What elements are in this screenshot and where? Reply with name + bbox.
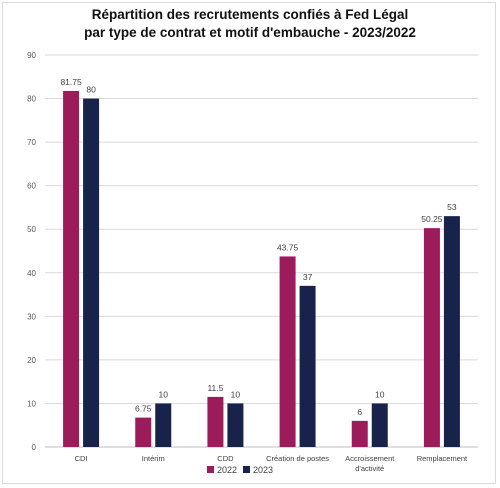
bar-2023 <box>299 285 316 447</box>
legend-label: 2022 <box>217 465 237 475</box>
legend-swatch-2022 <box>207 466 214 473</box>
x-tick-label: Accroissement <box>345 454 395 463</box>
bar-2023 <box>155 403 172 447</box>
x-tick-label: d'activité <box>355 464 384 473</box>
bar-2022 <box>207 396 224 447</box>
data-label: 37 <box>303 272 313 282</box>
legend-swatch-2023 <box>243 466 250 473</box>
y-tick-label: 10 <box>27 399 36 408</box>
data-label: 81.75 <box>60 77 82 87</box>
legend-label: 2023 <box>253 465 273 475</box>
y-tick-label: 30 <box>27 312 36 321</box>
x-tick-label: Remplacement <box>417 454 468 463</box>
x-tick-label: CDD <box>217 454 234 463</box>
data-label: 6.75 <box>135 404 152 414</box>
x-tick-label: Intérim <box>142 454 165 463</box>
y-tick-label: 90 <box>27 51 36 60</box>
chart-title-line-1: Répartition des recrutements confiés à F… <box>91 7 409 22</box>
y-tick-label: 20 <box>27 356 36 365</box>
bar-2022 <box>63 90 80 447</box>
bar-2022 <box>279 256 296 447</box>
data-label: 50.25 <box>421 214 443 224</box>
bar-2023 <box>227 403 244 447</box>
bar-2023 <box>371 403 388 447</box>
chart-title: Répartition des recrutements confiés à F… <box>0 6 500 42</box>
y-tick-label: 0 <box>32 443 37 452</box>
bar-2022 <box>135 417 152 447</box>
x-tick-label: CDI <box>75 454 88 463</box>
bar-2022 <box>351 420 368 447</box>
y-tick-label: 40 <box>27 269 36 278</box>
data-label: 10 <box>375 389 385 399</box>
data-label: 43.75 <box>277 242 299 252</box>
y-tick-label: 60 <box>27 182 36 191</box>
bar-2022 <box>423 228 440 447</box>
data-label: 11.5 <box>207 383 223 393</box>
bar-2023 <box>83 98 100 448</box>
x-tick-label: Création de postes <box>266 454 329 463</box>
data-label: 80 <box>86 85 96 95</box>
chart-title-line-2: par type de contrat et motif d'embauche … <box>84 25 416 40</box>
y-tick-label: 50 <box>27 225 36 234</box>
bar-2023 <box>443 216 460 447</box>
y-tick-label: 80 <box>27 95 36 104</box>
data-label: 10 <box>159 389 169 399</box>
data-label: 6 <box>357 407 362 417</box>
data-label: 53 <box>447 202 457 212</box>
y-tick-label: 70 <box>27 138 36 147</box>
data-label: 10 <box>231 389 241 399</box>
